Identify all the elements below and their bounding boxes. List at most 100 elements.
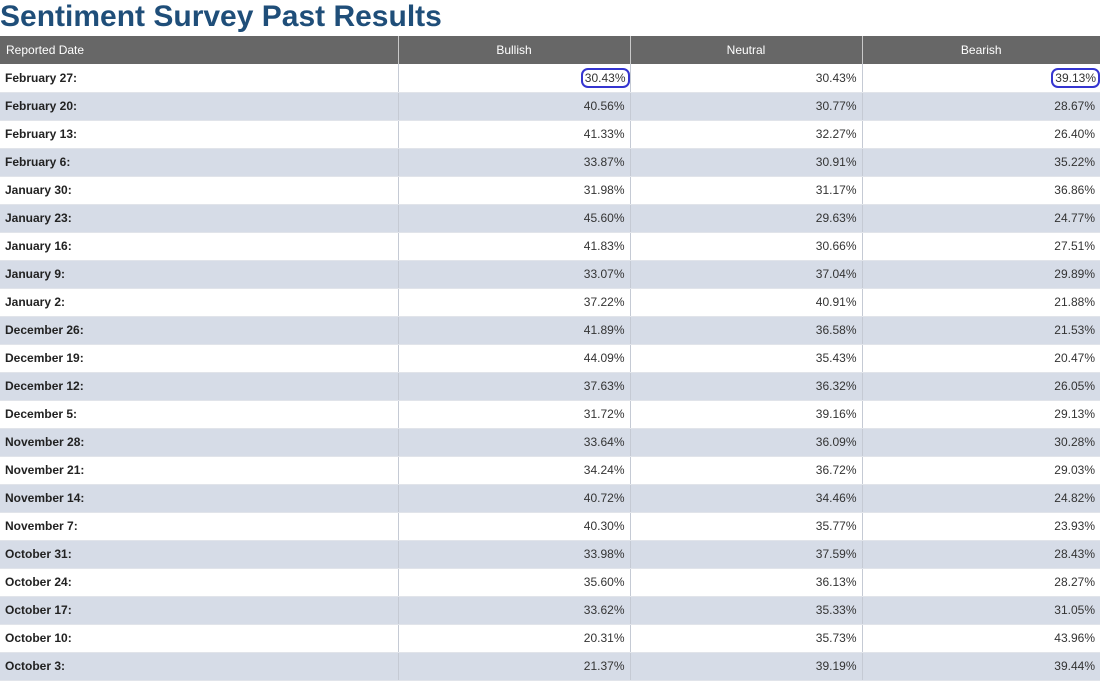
bullish-cell: 45.60%	[398, 204, 631, 233]
neutral-cell: 34.46%	[630, 484, 863, 513]
table-row: December 26: 41.89% 36.58% 21.53%	[0, 316, 1100, 345]
bearish-cell: 21.88%	[862, 288, 1100, 317]
bearish-cell: 39.13%	[862, 64, 1100, 93]
reported-date-cell: February 20:	[0, 92, 399, 121]
bullish-highlighted-value: 30.43%	[580, 67, 630, 88]
bullish-cell: 41.83%	[398, 232, 631, 261]
table-row: January 2: 37.22% 40.91% 21.88%	[0, 288, 1100, 317]
bearish-cell: 21.53%	[862, 316, 1100, 345]
bullish-cell: 33.62%	[398, 596, 631, 625]
reported-date-cell: February 13:	[0, 120, 399, 149]
bullish-cell: 30.43%	[398, 64, 631, 93]
bearish-cell: 29.13%	[862, 400, 1100, 429]
bearish-cell: 28.27%	[862, 568, 1100, 597]
table-row: February 27: 30.43% 30.43% 39.13%	[0, 64, 1100, 93]
bullish-cell: 35.60%	[398, 568, 631, 597]
header-bullish: Bullish	[398, 36, 631, 64]
table-body: February 27: 30.43% 30.43% 39.13% February 2…	[0, 64, 1100, 681]
neutral-cell: 30.66%	[630, 232, 863, 261]
table-row: January 30: 31.98% 31.17% 36.86%	[0, 176, 1100, 205]
table-row: November 7: 40.30% 35.77% 23.93%	[0, 512, 1100, 541]
neutral-cell: 31.17%	[630, 176, 863, 205]
bullish-cell: 31.72%	[398, 400, 631, 429]
neutral-cell: 36.09%	[630, 428, 863, 457]
neutral-cell: 40.91%	[630, 288, 863, 317]
neutral-cell: 36.32%	[630, 372, 863, 401]
page-title: Sentiment Survey Past Results	[0, 0, 442, 33]
reported-date-cell: January 16:	[0, 232, 399, 261]
reported-date-cell: January 30:	[0, 176, 399, 205]
bullish-cell: 40.30%	[398, 512, 631, 541]
bearish-cell: 39.44%	[862, 652, 1100, 681]
reported-date-cell: October 3:	[0, 652, 399, 681]
neutral-cell: 36.72%	[630, 456, 863, 485]
reported-date-cell: January 23:	[0, 204, 399, 233]
neutral-cell: 36.13%	[630, 568, 863, 597]
reported-date-cell: January 9:	[0, 260, 399, 289]
bullish-cell: 33.87%	[398, 148, 631, 177]
table-row: October 3: 21.37% 39.19% 39.44%	[0, 652, 1100, 681]
header-neutral: Neutral	[630, 36, 863, 64]
neutral-cell: 37.59%	[630, 540, 863, 569]
bearish-highlighted-value: 39.13%	[1051, 67, 1100, 88]
table-row: December 5: 31.72% 39.16% 29.13%	[0, 400, 1100, 429]
table-row: November 28: 33.64% 36.09% 30.28%	[0, 428, 1100, 457]
neutral-cell: 35.77%	[630, 512, 863, 541]
neutral-cell: 30.91%	[630, 148, 863, 177]
neutral-cell: 30.43%	[630, 64, 863, 93]
bullish-cell: 40.56%	[398, 92, 631, 121]
bearish-cell: 28.67%	[862, 92, 1100, 121]
bearish-cell: 36.86%	[862, 176, 1100, 205]
table-row: February 6: 33.87% 30.91% 35.22%	[0, 148, 1100, 177]
reported-date-cell: November 14:	[0, 484, 399, 513]
reported-date-cell: February 6:	[0, 148, 399, 177]
table-row: January 23: 45.60% 29.63% 24.77%	[0, 204, 1100, 233]
reported-date-cell: December 26:	[0, 316, 399, 345]
reported-date-cell: December 19:	[0, 344, 399, 373]
neutral-cell: 35.33%	[630, 596, 863, 625]
bullish-cell: 37.63%	[398, 372, 631, 401]
sentiment-results-table: Reported Date Bullish Neutral Bearish Fe…	[0, 36, 1100, 681]
bearish-cell: 29.89%	[862, 260, 1100, 289]
bullish-cell: 21.37%	[398, 652, 631, 681]
bearish-cell: 28.43%	[862, 540, 1100, 569]
bullish-cell: 37.22%	[398, 288, 631, 317]
table-row: January 16: 41.83% 30.66% 27.51%	[0, 232, 1100, 261]
table-row: December 19: 44.09% 35.43% 20.47%	[0, 344, 1100, 373]
reported-date-cell: November 7:	[0, 512, 399, 541]
bullish-cell: 44.09%	[398, 344, 631, 373]
header-row: Reported Date Bullish Neutral Bearish	[0, 36, 1100, 64]
neutral-cell: 30.77%	[630, 92, 863, 121]
bearish-cell: 24.82%	[862, 484, 1100, 513]
reported-date-cell: October 24:	[0, 568, 399, 597]
reported-date-cell: January 2:	[0, 288, 399, 317]
table-row: January 9: 33.07% 37.04% 29.89%	[0, 260, 1100, 289]
neutral-cell: 35.73%	[630, 624, 863, 653]
reported-date-cell: December 12:	[0, 372, 399, 401]
reported-date-cell: November 28:	[0, 428, 399, 457]
bearish-cell: 43.96%	[862, 624, 1100, 653]
neutral-cell: 39.19%	[630, 652, 863, 681]
bearish-cell: 30.28%	[862, 428, 1100, 457]
header-reported-date: Reported Date	[0, 36, 399, 64]
reported-date-cell: October 31:	[0, 540, 399, 569]
bearish-cell: 23.93%	[862, 512, 1100, 541]
bearish-cell: 27.51%	[862, 232, 1100, 261]
bearish-cell: 26.40%	[862, 120, 1100, 149]
reported-date-cell: November 21:	[0, 456, 399, 485]
bearish-cell: 35.22%	[862, 148, 1100, 177]
bearish-cell: 29.03%	[862, 456, 1100, 485]
bullish-cell: 31.98%	[398, 176, 631, 205]
bullish-cell: 33.64%	[398, 428, 631, 457]
table-row: February 20: 40.56% 30.77% 28.67%	[0, 92, 1100, 121]
bullish-cell: 40.72%	[398, 484, 631, 513]
table-row: November 14: 40.72% 34.46% 24.82%	[0, 484, 1100, 513]
bullish-cell: 34.24%	[398, 456, 631, 485]
neutral-cell: 29.63%	[630, 204, 863, 233]
reported-date-cell: October 10:	[0, 624, 399, 653]
table-row: October 24: 35.60% 36.13% 28.27%	[0, 568, 1100, 597]
neutral-cell: 37.04%	[630, 260, 863, 289]
table-row: December 12: 37.63% 36.32% 26.05%	[0, 372, 1100, 401]
bearish-cell: 31.05%	[862, 596, 1100, 625]
neutral-cell: 36.58%	[630, 316, 863, 345]
